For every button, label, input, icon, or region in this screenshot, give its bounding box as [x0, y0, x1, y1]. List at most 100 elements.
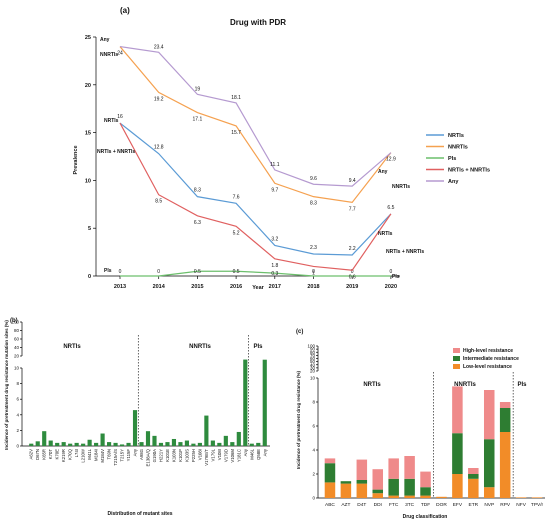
x-tick-label-b: L210W	[81, 448, 86, 463]
bar-b	[94, 442, 99, 446]
legend-swatch-c	[453, 348, 460, 353]
panel-label-b: (b)	[10, 318, 18, 324]
stacked-bar-segment-c	[499, 432, 511, 498]
group-label-c: NNRTIs	[454, 382, 476, 388]
x-tick-label-b: K70T	[48, 449, 53, 460]
data-label-a: 18.1	[231, 95, 241, 101]
y-axis-title-c: Incidence of pretreatment drug resistanc…	[296, 370, 301, 469]
bar-b	[230, 442, 235, 446]
bar-b	[107, 442, 112, 446]
stacked-bar-segment-c	[404, 456, 415, 479]
x-tick-label-a: 2015	[191, 284, 203, 290]
bar-b	[61, 442, 66, 446]
y-tick-label-a: 0	[88, 274, 91, 280]
stacked-bar-segment-c	[356, 480, 368, 484]
legend-swatch-c	[453, 356, 460, 361]
bar-b	[29, 443, 34, 446]
bar-b	[243, 359, 248, 446]
x-tick-label-c: NFV	[516, 502, 526, 508]
data-label-a: 8.3	[310, 201, 317, 207]
x-tick-label-b: M41L	[87, 448, 92, 459]
legend-label-a: NRTIs	[448, 133, 464, 139]
data-label-a: 0	[157, 269, 160, 275]
group-label-b: NNRTIs	[189, 344, 211, 350]
x-tick-label-c: 3TC	[405, 502, 415, 508]
stacked-bar-segment-c	[452, 386, 463, 434]
data-label-a: 1	[312, 270, 315, 276]
stacked-bar-segment-c	[388, 478, 399, 496]
stacked-bar-segment-c	[436, 496, 447, 498]
data-label-a: 2.3	[310, 245, 317, 251]
x-tick-label-b: Q58E	[256, 449, 261, 460]
x-tick-label-b: E138A/Q	[146, 448, 151, 466]
series-line-a	[119, 122, 392, 256]
bar-b	[152, 435, 157, 446]
x-tick-label-c: TPV/r	[531, 502, 544, 508]
bar-b	[139, 442, 144, 446]
bar-b	[262, 359, 267, 446]
bar-b	[197, 442, 202, 446]
stacked-bar-segment-c	[356, 459, 368, 480]
stacked-bar-segment-c	[468, 478, 479, 498]
series-line-a	[119, 45, 392, 187]
x-tick-label-b: T69N	[107, 449, 112, 460]
bar-b	[42, 431, 47, 446]
x-tick-label-b: M184I	[94, 449, 99, 461]
series-side-label-left: NRTIs + NNRTIs	[97, 149, 135, 155]
y-axis-title-b: Incidence of pretreatment drug resistanc…	[4, 320, 9, 450]
data-label-a: 0.5	[194, 269, 201, 275]
y-tick-label-a: 15	[85, 131, 91, 137]
data-label-a: 12.9	[386, 157, 396, 163]
series-line-a	[120, 270, 391, 277]
bar-b	[171, 438, 177, 446]
data-label-a: 2.2	[349, 246, 356, 252]
data-label-a: 0	[312, 269, 315, 275]
stacked-bar-segment-c	[499, 402, 511, 408]
data-label-a: 23.4	[154, 44, 164, 50]
x-tick-label-b: D67N	[35, 449, 40, 460]
y-tick-label-c: 90	[310, 347, 316, 352]
x-tick-label-a: 2017	[269, 284, 281, 290]
data-label-a: 0	[119, 269, 122, 275]
x-tick-label-b: Any	[133, 448, 138, 456]
bar-b	[145, 431, 151, 446]
data-label-a: 19.2	[154, 96, 164, 102]
data-label-a: 16	[117, 114, 123, 120]
data-label-a: 1.8	[271, 263, 278, 269]
x-tick-label-c: D4T	[357, 502, 366, 508]
x-tick-label-b: T215Y	[120, 449, 125, 462]
stacked-bar-segment-c	[372, 493, 384, 498]
y-tick-label-b: 8	[16, 381, 19, 386]
chart-title-a: Drug with PDR	[230, 18, 286, 27]
data-label-a: 0	[390, 269, 393, 275]
x-tick-label-b: G190A	[152, 449, 157, 463]
x-tick-label-b: K103S	[184, 449, 189, 462]
bar-b	[132, 410, 138, 446]
x-tick-label-b: A98G	[139, 448, 144, 460]
x-tick-label-c: ETR	[469, 502, 479, 508]
series-side-label-right: NNRTIs	[392, 184, 410, 190]
y-tick-label-a: 10	[85, 178, 91, 184]
stacked-bar-segment-c	[483, 487, 495, 498]
x-tick-label-a: 2019	[346, 284, 358, 290]
bar-b	[165, 442, 170, 446]
x-tick-label-b: V106M	[230, 449, 235, 463]
bar-b	[100, 433, 105, 446]
panel-label-a: (a)	[120, 6, 130, 15]
series-side-label-right: Any	[378, 169, 388, 175]
group-label-c: PIs	[517, 382, 527, 388]
legend-label-a: PIs	[448, 156, 456, 162]
bar-b	[236, 431, 241, 446]
x-tick-label-b: K70E	[55, 449, 60, 460]
y-tick-label-c: 8	[312, 400, 315, 405]
y-tick-label-c: 70	[310, 353, 316, 358]
bar-b	[256, 442, 261, 446]
data-label-a: 9.4	[349, 178, 356, 184]
data-label-a: 5.2	[233, 230, 240, 236]
y-tick-label-b: 100	[11, 320, 19, 325]
series-line-a	[119, 122, 392, 271]
x-tick-label-b: P225H	[191, 449, 196, 462]
stacked-bar-segment-c	[372, 489, 384, 494]
bar-b	[48, 440, 53, 446]
bar-b	[217, 442, 222, 446]
